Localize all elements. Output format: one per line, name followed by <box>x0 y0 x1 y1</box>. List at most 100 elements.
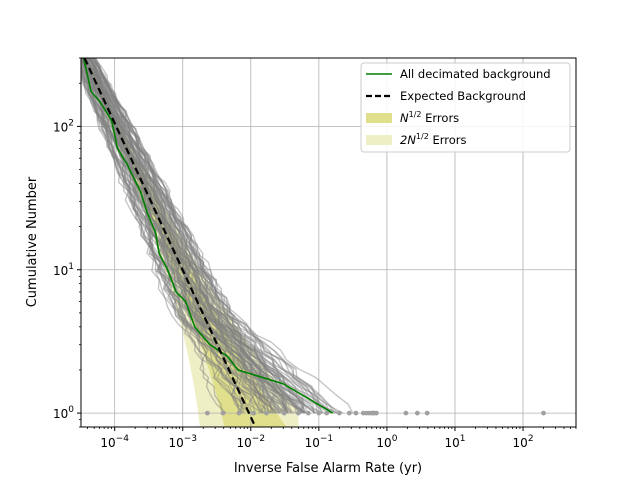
background-trial-line <box>92 58 332 414</box>
background-trial-line <box>84 58 315 414</box>
background-trial-line <box>81 58 309 414</box>
background-trial-line <box>88 58 271 414</box>
series-lines <box>82 58 334 427</box>
background-trial-line <box>81 58 251 414</box>
background-trial-line <box>89 58 306 414</box>
outlier-point <box>373 410 379 416</box>
x-tick-label: 10−4 <box>100 434 129 450</box>
error-bands <box>81 58 299 427</box>
outlier-point <box>403 410 409 416</box>
background-trial-line <box>81 58 278 414</box>
outlier-point <box>316 410 322 416</box>
background-trial-line <box>81 65 276 414</box>
background-trial-line <box>86 58 280 414</box>
background-trial-line <box>92 58 286 414</box>
background-trial-line <box>81 77 245 414</box>
legend: All decimated background Expected Backgro… <box>360 62 571 153</box>
background-trial-line <box>81 66 285 414</box>
background-trial-line <box>90 58 322 414</box>
background-trial-line <box>81 58 265 414</box>
outlier-point <box>305 410 311 416</box>
outlier-points <box>204 410 546 416</box>
expected-background-line <box>83 58 257 427</box>
outlier-point <box>324 410 330 416</box>
background-trial-line <box>92 58 331 414</box>
legend-swatch <box>366 113 392 123</box>
outlier-point <box>336 410 342 416</box>
background-trial-line <box>88 58 331 414</box>
background-trial-line <box>88 58 339 414</box>
background-trial-line <box>92 58 305 414</box>
outlier-point <box>220 410 226 416</box>
background-trial-line <box>92 58 339 414</box>
background-trial-line <box>81 64 241 414</box>
background-trial-line <box>85 58 323 414</box>
background-trial-line <box>85 58 266 414</box>
background-trial-line <box>90 58 323 414</box>
background-trial-line <box>93 58 338 414</box>
background-trial-line <box>94 58 336 414</box>
outlier-point <box>295 410 301 416</box>
background-trial-line <box>88 58 299 414</box>
y-axis-label: Cumulative Number <box>25 176 40 307</box>
background-trial-line <box>86 58 289 414</box>
background-trial-line <box>84 58 287 414</box>
background-trial-line <box>84 58 329 414</box>
background-trial-line <box>89 58 318 414</box>
outlier-point <box>204 410 210 416</box>
background-trial-line <box>92 58 301 414</box>
background-trial-line <box>84 58 249 414</box>
background-trial-line <box>81 58 287 414</box>
background-trial-line <box>81 58 306 414</box>
background-trial-line <box>81 64 252 414</box>
background-trial-line <box>81 74 264 414</box>
one-sigma-band <box>82 58 287 427</box>
legend-label: Expected Background <box>400 89 526 103</box>
background-trial-line <box>81 69 269 414</box>
x-tick-label: 101 <box>444 434 465 450</box>
background-trial-line <box>81 63 241 414</box>
background-trial-line <box>84 58 274 414</box>
background-trial-line <box>86 58 316 414</box>
background-trial-line <box>94 58 307 414</box>
background-trial-line <box>81 69 227 414</box>
background-trial-line <box>92 58 354 414</box>
y-tick-label: 102 <box>53 118 74 134</box>
outlier-point <box>424 410 430 416</box>
legend-label: All decimated background <box>400 67 551 81</box>
background-trial-line <box>81 59 305 414</box>
background-trial-line <box>92 58 288 414</box>
background-trial-line <box>81 58 291 414</box>
background-trial-line <box>89 58 303 414</box>
background-trial-line <box>85 58 297 414</box>
background-trial-line <box>90 58 286 414</box>
background-trial-line <box>81 58 244 414</box>
axis-ticks: 10−4 10−3 10−2 10−1 100 101 102 100 101 102 <box>53 57 577 450</box>
plot-frame <box>80 57 577 428</box>
background-trial-line <box>94 58 325 414</box>
background-trial-line <box>84 58 317 414</box>
outlier-point <box>281 410 287 416</box>
background-trial-line <box>81 58 274 414</box>
x-tick-label: 100 <box>376 434 397 450</box>
outlier-point <box>236 410 242 416</box>
background-trial-line <box>92 58 344 414</box>
background-trial-line <box>87 58 305 414</box>
x-tick-label: 102 <box>513 434 534 450</box>
background-trial-line <box>88 58 292 414</box>
background-trial-line <box>81 64 224 414</box>
background-trial-line <box>81 66 288 414</box>
outlier-point <box>541 410 546 416</box>
outlier-point <box>414 410 420 416</box>
background-trial-line <box>87 58 303 414</box>
x-tick-label: 10−3 <box>168 434 197 450</box>
background-trial-line <box>81 58 316 414</box>
x-axis-label: Inverse False Alarm Rate (yr) <box>234 461 422 476</box>
background-trial-line <box>81 72 244 414</box>
background-trial-line <box>84 58 280 414</box>
legend-label: N1/2 Errors <box>400 110 459 125</box>
outlier-point <box>353 410 359 416</box>
legend-label: 2N1/2 Errors <box>400 132 466 147</box>
background-trial-line <box>81 61 256 414</box>
